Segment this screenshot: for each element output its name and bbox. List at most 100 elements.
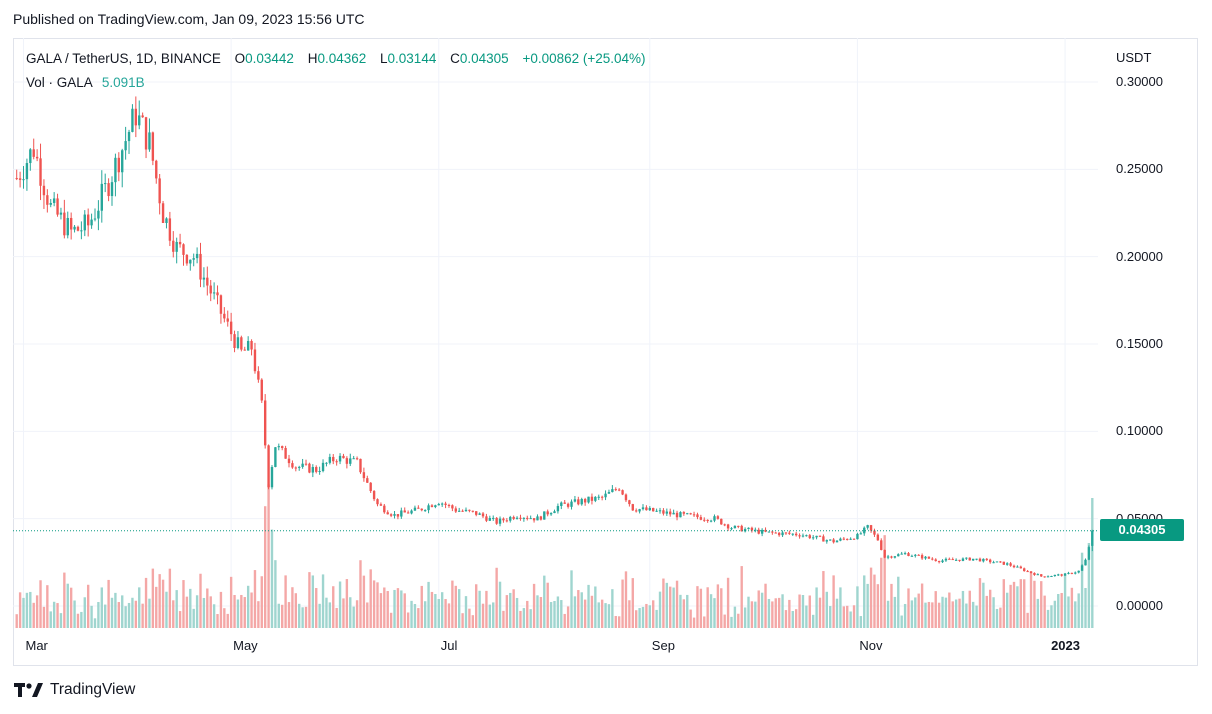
volume-bar <box>927 601 931 628</box>
volume-bar <box>212 604 216 628</box>
volume-bar <box>366 602 369 628</box>
volume-bar <box>995 608 999 628</box>
volume-bar <box>505 595 509 628</box>
volume-bar <box>788 599 791 628</box>
candle-body <box>846 538 849 540</box>
volume-bar <box>321 574 325 628</box>
candle-body <box>873 530 876 535</box>
volume-bar <box>22 597 25 628</box>
volume-bar <box>652 600 655 628</box>
candle-body <box>798 535 801 537</box>
volume-bar <box>869 567 873 628</box>
candle-body <box>917 554 920 556</box>
volume-bar <box>447 603 451 628</box>
candle-body <box>451 505 454 509</box>
volume-bar <box>396 588 400 628</box>
candle-body <box>393 514 396 516</box>
candle-body <box>321 462 325 472</box>
candle-body <box>961 558 965 561</box>
candle-body <box>614 489 617 491</box>
candle-body <box>328 456 332 463</box>
candle-body <box>148 132 151 150</box>
candle-body <box>771 531 774 533</box>
candle-body <box>815 535 818 538</box>
x-tick-label: Mar <box>25 638 48 653</box>
y-tick-label: 0.00000 <box>1116 598 1163 613</box>
candle-body <box>335 461 338 463</box>
volume-bar <box>240 594 243 628</box>
candle-body <box>665 511 669 514</box>
candle-body <box>886 556 890 558</box>
volume-bar <box>35 595 39 628</box>
candle-body <box>611 489 614 493</box>
volume-bar <box>471 615 475 628</box>
candle-body <box>995 561 999 563</box>
candle-body <box>110 182 114 197</box>
candle-body <box>655 510 658 512</box>
candle-body <box>805 535 808 537</box>
tradingview-brand[interactable]: TradingView <box>14 681 135 699</box>
candle-body <box>1009 563 1012 566</box>
candle-body <box>641 507 645 510</box>
volume-bar <box>658 591 662 628</box>
candle-body <box>263 400 267 446</box>
candle-body <box>379 504 383 506</box>
volume-bar <box>662 578 665 628</box>
candle-body <box>454 508 457 512</box>
candle-body <box>461 510 464 512</box>
volume-bar <box>777 597 781 628</box>
candle-body <box>178 241 182 245</box>
volume-bar <box>1084 588 1087 628</box>
candle-body <box>104 183 107 185</box>
candle-body <box>890 556 893 558</box>
volume-bar <box>1053 600 1057 628</box>
volume-bar <box>669 586 672 628</box>
candle-body <box>267 445 270 488</box>
candle-body <box>577 499 580 505</box>
candle-body <box>359 458 362 473</box>
candle-body <box>505 520 509 522</box>
volume-bar <box>859 616 863 628</box>
volume-bar <box>315 588 318 628</box>
volume-bar <box>294 593 298 628</box>
candle-body <box>934 559 937 562</box>
candle-body <box>754 529 757 531</box>
candle-body <box>437 504 440 506</box>
volume-bar <box>192 608 195 628</box>
volume-bar <box>386 591 389 628</box>
y-tick-label: 0.10000 <box>1116 423 1163 439</box>
x-tick-label: Nov <box>859 638 883 653</box>
candle-body <box>420 508 423 511</box>
price-chart[interactable] <box>13 38 1098 628</box>
candle-body <box>383 505 386 513</box>
candle-body <box>988 559 992 563</box>
volume-bar <box>829 606 832 628</box>
volume-bar <box>944 597 948 628</box>
volume-bar <box>250 592 253 628</box>
candle-body <box>284 447 287 459</box>
volume-bar <box>951 601 954 628</box>
volume-bar <box>121 595 124 628</box>
volume-bar <box>631 578 634 628</box>
candle-body <box>604 493 607 498</box>
volume-bar <box>379 593 383 628</box>
volume-bar <box>920 583 924 628</box>
x-tick-label: Jul <box>440 638 458 653</box>
candle-body <box>195 253 199 259</box>
volume-bar <box>15 614 18 628</box>
candle-body <box>124 141 127 151</box>
candle-body <box>539 516 543 520</box>
volume-bar <box>556 596 560 628</box>
volume-bar <box>498 581 502 628</box>
volume-bar <box>202 597 206 628</box>
candle-body <box>427 505 430 511</box>
candle-body <box>73 226 76 230</box>
candle-body <box>144 117 148 150</box>
candle-body <box>410 510 413 514</box>
candle-body <box>46 195 49 205</box>
candle-body <box>39 158 42 186</box>
volume-bar <box>1040 581 1043 628</box>
candle-body <box>182 244 185 255</box>
volume-bar <box>451 580 454 628</box>
volume-bar <box>560 600 563 628</box>
